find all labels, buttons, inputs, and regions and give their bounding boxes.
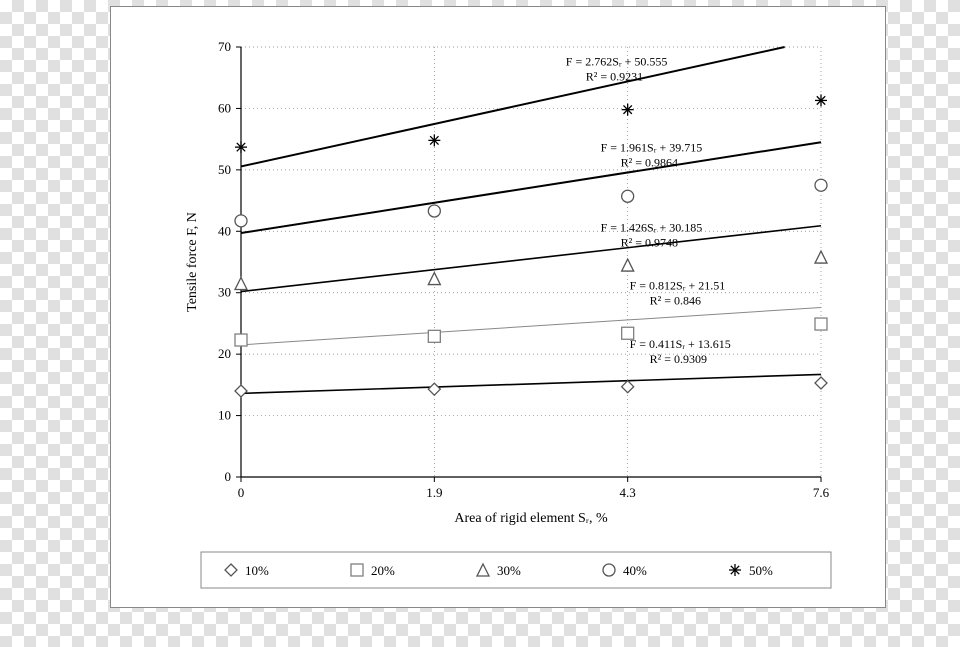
y-axis-label: Tensile force F, N [185, 212, 200, 312]
x-tick-label: 4.3 [620, 485, 636, 500]
legend-label: 40% [623, 563, 647, 578]
figure-frame: 0 10 20 30 40 50 60 70 0 1.9 4.3 7.6 Area of rigid e… [110, 6, 886, 608]
x-tick-label: 7.6 [813, 485, 830, 500]
regression-equation: F = 0.812Sᵣ + 21.51 [630, 279, 726, 293]
y-tick-label: 70 [218, 39, 231, 54]
legend-label: 50% [749, 563, 773, 578]
x-axis-label: Area of rigid element Sᵣ, % [454, 511, 608, 526]
regression-equation: F = 0.411Sᵣ + 13.615 [630, 337, 731, 351]
y-tick-label: 0 [225, 469, 232, 484]
y-tick-label: 20 [218, 346, 231, 361]
x-tick-label: 1.9 [426, 485, 442, 500]
legend-label: 20% [371, 563, 395, 578]
legend-label: 10% [245, 563, 269, 578]
y-tick-label: 40 [218, 223, 231, 238]
x-tick-label: 0 [238, 485, 245, 500]
chart-container: 0 10 20 30 40 50 60 70 0 1.9 4.3 7.6 Area of rigid e… [171, 37, 871, 592]
r-squared: R² = 0.9231 [586, 69, 643, 83]
r-squared: R² = 0.9309 [650, 352, 707, 366]
y-tick-label: 50 [218, 162, 231, 177]
chart-svg: 0 10 20 30 40 50 60 70 0 1.9 4.3 7.6 Area of rigid e… [171, 37, 871, 592]
regression-equation: F = 2.762Sᵣ + 50.555 [566, 54, 668, 68]
y-tick-label: 30 [218, 285, 231, 300]
y-tick-label: 10 [218, 408, 231, 423]
regression-equation: F = 1.426Sᵣ + 30.185 [601, 220, 703, 234]
y-tick-label: 60 [218, 100, 231, 115]
r-squared: R² = 0.9748 [621, 235, 678, 249]
legend-label: 30% [497, 563, 521, 578]
regression-equation: F = 1.961Sᵣ + 39.715 [601, 140, 703, 154]
r-squared: R² = 0.9864 [621, 155, 678, 169]
r-squared: R² = 0.846 [650, 294, 701, 308]
